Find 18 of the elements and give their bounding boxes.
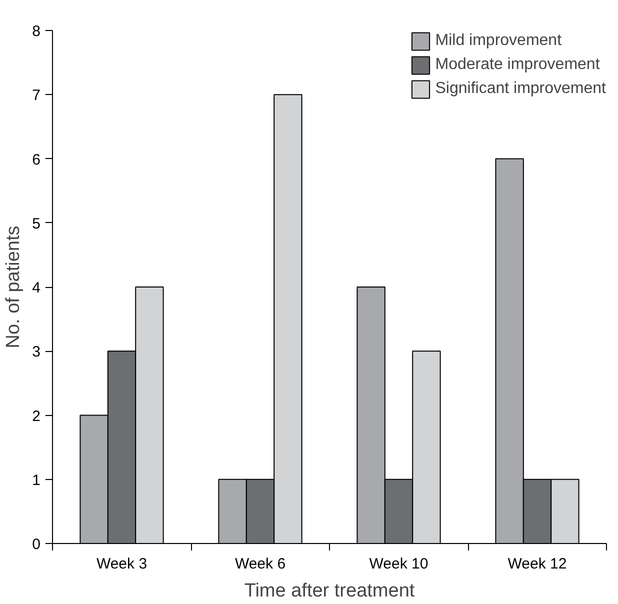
y-tick-label: 2 (32, 408, 40, 425)
y-axis-title: No. of patients (3, 226, 24, 348)
y-tick-label: 4 (32, 280, 40, 296)
x-tick-label: Week 12 (508, 556, 567, 572)
legend-label: Moderate improvement (435, 56, 600, 74)
y-tick-label: 0 (32, 536, 40, 553)
x-tick-label: Week 10 (369, 556, 428, 572)
x-axis-title: Time after treatment (244, 580, 416, 602)
x-tick-label: Week 6 (234, 556, 286, 572)
y-tick-label: 7 (32, 87, 40, 104)
y-tick-label: 8 (32, 23, 40, 40)
y-tick-label: 5 (32, 215, 40, 232)
y-tick-label: 1 (32, 472, 40, 489)
legend-label: Mild improvement (435, 32, 562, 50)
legend-label: Significant improvement (435, 80, 606, 98)
x-tick-label: Week 3 (96, 556, 148, 572)
y-tick-label: 3 (32, 344, 40, 361)
y-tick-label: 6 (32, 151, 40, 168)
